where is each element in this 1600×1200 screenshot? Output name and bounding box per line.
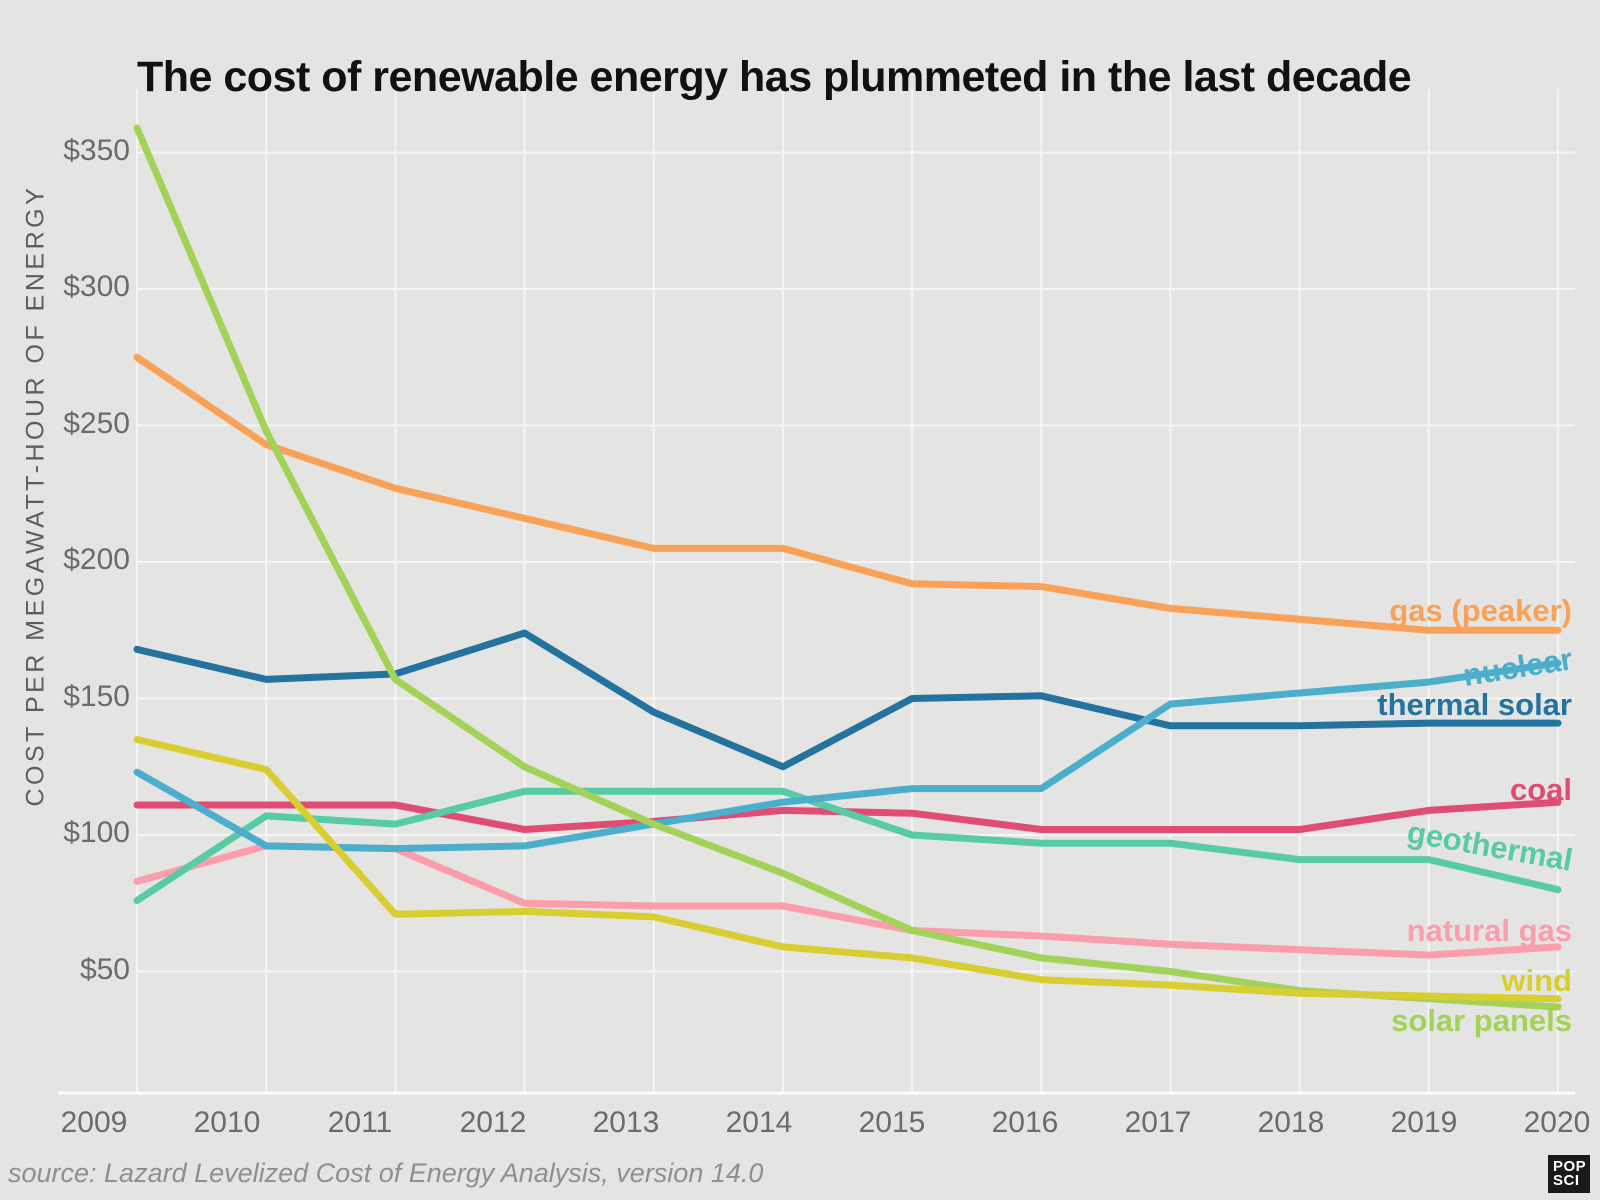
- series-line-thermal_solar: [133, 629, 1562, 771]
- y-tick-label: $250: [63, 406, 130, 440]
- x-tick-label: 2017: [1124, 1106, 1192, 1139]
- popsci-logo: POP SCI: [1548, 1155, 1590, 1193]
- popsci-logo-line2: SCI: [1553, 1172, 1580, 1189]
- popsci-logo-line1: POP: [1553, 1157, 1587, 1175]
- series-line-geothermal: [133, 787, 1562, 904]
- chart-title: The cost of renewable energy has plummet…: [137, 52, 1412, 101]
- series-label-solar_panels: solar panels: [1391, 1003, 1572, 1038]
- x-tick-label: 2015: [858, 1106, 926, 1139]
- y-tick-label: $200: [63, 543, 130, 576]
- x-tick-label: 2019: [1390, 1106, 1458, 1139]
- series-label-thermal_solar: thermal solar: [1377, 687, 1572, 722]
- series-line-nuclear: [133, 659, 1562, 853]
- series-label-gas_peaker: gas (peaker): [1389, 593, 1572, 628]
- series-label-wind: wind: [1501, 963, 1572, 998]
- source-credit: source: Lazard Levelized Cost of Energy …: [8, 1158, 764, 1188]
- y-tick-label: $350: [63, 133, 130, 167]
- x-tick-label: 2011: [327, 1106, 393, 1139]
- series-label-coal: coal: [1509, 772, 1572, 807]
- x-tick-label: 2014: [725, 1106, 793, 1139]
- series-line-gas_peaker: [133, 353, 1562, 634]
- x-tick-label: 2010: [193, 1106, 261, 1139]
- y-tick-label: $50: [79, 952, 130, 986]
- x-tick-label: 2009: [60, 1106, 128, 1139]
- y-tick-label: $100: [63, 816, 130, 849]
- x-tick-label: 2018: [1257, 1106, 1325, 1139]
- y-tick-label: $150: [63, 679, 130, 713]
- x-tick-label: 2020: [1523, 1106, 1591, 1139]
- x-tick-label: 2016: [991, 1106, 1059, 1139]
- series-line-wind: [133, 736, 1562, 1003]
- x-tick-label: 2012: [459, 1106, 527, 1139]
- series-label-natural_gas: natural gas: [1406, 913, 1572, 948]
- x-tick-label: 2013: [592, 1106, 660, 1139]
- y-tick-label: $300: [63, 270, 130, 303]
